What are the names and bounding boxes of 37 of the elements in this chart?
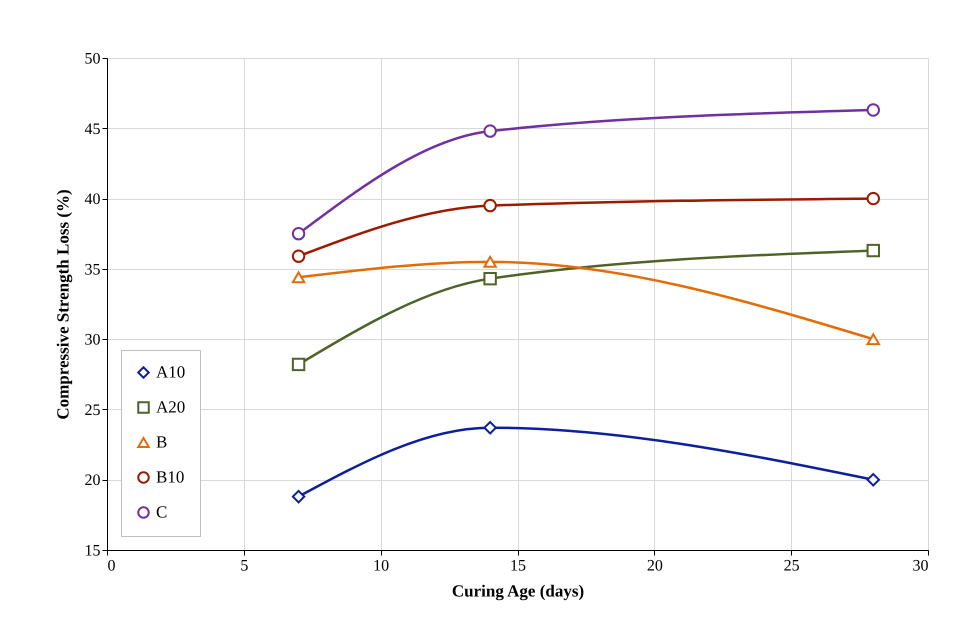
x-tick-label: 0 <box>108 558 116 574</box>
point <box>483 256 497 268</box>
y-tick-label: 25 <box>84 402 100 419</box>
y-tick-label: 50 <box>84 50 100 68</box>
x-tick-label: 20 <box>646 558 663 574</box>
point <box>866 244 880 258</box>
legend-label: B10 <box>156 468 184 486</box>
x-tick-label: 15 <box>510 558 526 574</box>
point <box>866 473 880 486</box>
point <box>866 103 880 117</box>
x-tick-label: 30 <box>912 558 928 574</box>
legend-label: A20 <box>156 398 186 416</box>
y-axis-title: Compressive Strength Loss (%) <box>54 189 72 420</box>
legend-label: B <box>156 432 168 452</box>
point <box>483 272 497 286</box>
point <box>866 333 880 346</box>
point <box>292 358 306 372</box>
x-tick-label: 10 <box>373 558 390 574</box>
y-tick-label: 40 <box>84 191 100 208</box>
point <box>866 192 880 206</box>
point <box>483 421 497 434</box>
y-tick-label: 15 <box>84 542 100 560</box>
legend-label: C <box>156 502 168 522</box>
y-tick-label: 35 <box>84 261 100 278</box>
point <box>292 227 306 240</box>
x-axis-title: Curing Age (days) <box>452 582 584 600</box>
point <box>292 250 306 263</box>
y-tick-label: 20 <box>84 472 100 490</box>
point <box>292 271 306 284</box>
legend-label: A10 <box>156 362 186 382</box>
point <box>483 124 497 138</box>
y-tick-label: 30 <box>84 332 100 349</box>
y-tick-label: 45 <box>84 120 100 138</box>
point <box>483 198 497 212</box>
x-tick-label: 5 <box>240 558 248 574</box>
x-tick-label: 25 <box>784 558 800 574</box>
point <box>292 490 306 504</box>
